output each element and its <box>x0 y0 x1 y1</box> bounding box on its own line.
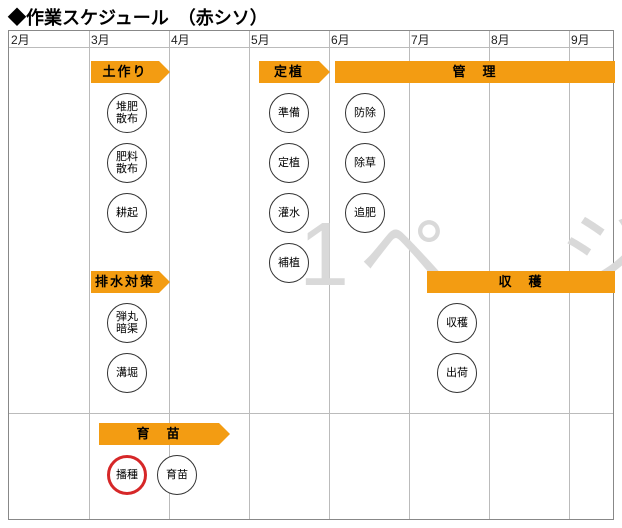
task-label: 出荷 <box>446 367 468 379</box>
phase-label: 定植 <box>274 64 304 79</box>
month-label: 2月 <box>11 31 30 48</box>
task-label: 育苗 <box>166 469 188 481</box>
task-circle: 弾丸暗渠 <box>107 303 147 343</box>
task-label: 灌水 <box>278 207 300 219</box>
phase-soil: 土作り <box>91 61 159 83</box>
phase-label: 管 理 <box>452 64 497 79</box>
task-label: 準備 <box>278 107 300 119</box>
task-circle: 防除 <box>345 93 385 133</box>
phase-nursery: 育 苗 <box>99 423 219 445</box>
task-circle: 出荷 <box>437 353 477 393</box>
task-circle: 耕起 <box>107 193 147 233</box>
month-label: 4月 <box>171 31 190 48</box>
month-label: 3月 <box>91 31 110 48</box>
phase-label: 育 苗 <box>136 426 181 441</box>
phase-label: 土作り <box>102 64 147 79</box>
month-label: 5月 <box>251 31 270 48</box>
month-divider <box>89 31 90 519</box>
task-label: 追肥 <box>354 207 376 219</box>
phase-drain: 排水対策 <box>91 271 159 293</box>
task-label: 播種 <box>116 469 138 481</box>
task-circle: 堆肥散布 <box>107 93 147 133</box>
month-divider <box>249 31 250 519</box>
task-label: 耕起 <box>116 207 138 219</box>
task-circle: 灌水 <box>269 193 309 233</box>
task-label: 収穫 <box>446 317 468 329</box>
task-circle: 除草 <box>345 143 385 183</box>
phase-label: 収 穫 <box>498 274 543 289</box>
task-circle: 補植 <box>269 243 309 283</box>
task-circle: 育苗 <box>157 455 197 495</box>
task-label: 溝堀 <box>116 367 138 379</box>
task-label: 肥料散布 <box>116 151 138 175</box>
task-circle: 溝堀 <box>107 353 147 393</box>
month-label: 7月 <box>411 31 430 48</box>
row-divider <box>9 413 613 414</box>
month-label: 8月 <box>491 31 510 48</box>
task-label: 補植 <box>278 257 300 269</box>
schedule-chart: 2月3月4月5月6月7月8月9月1ペ ジ土作り排水対策定植管 理収 穫育 苗堆肥… <box>8 30 614 520</box>
task-circle: 収穫 <box>437 303 477 343</box>
phase-plant: 定植 <box>259 61 319 83</box>
page-title: ◆作業スケジュール （赤シソ） <box>8 4 268 30</box>
month-divider <box>329 31 330 519</box>
phase-harvest: 収 穫 <box>427 271 615 293</box>
task-circle: 追肥 <box>345 193 385 233</box>
phase-label: 排水対策 <box>95 274 155 289</box>
task-circle: 定植 <box>269 143 309 183</box>
task-label: 堆肥散布 <box>116 101 138 125</box>
month-divider <box>409 31 410 519</box>
row-divider <box>9 47 613 48</box>
task-label: 防除 <box>354 107 376 119</box>
task-circle: 播種 <box>107 455 147 495</box>
task-circle: 肥料散布 <box>107 143 147 183</box>
task-label: 定植 <box>278 157 300 169</box>
month-label: 9月 <box>571 31 590 48</box>
phase-manage: 管 理 <box>335 61 615 83</box>
task-label: 弾丸暗渠 <box>116 311 138 335</box>
task-label: 除草 <box>354 157 376 169</box>
month-label: 6月 <box>331 31 350 48</box>
task-circle: 準備 <box>269 93 309 133</box>
